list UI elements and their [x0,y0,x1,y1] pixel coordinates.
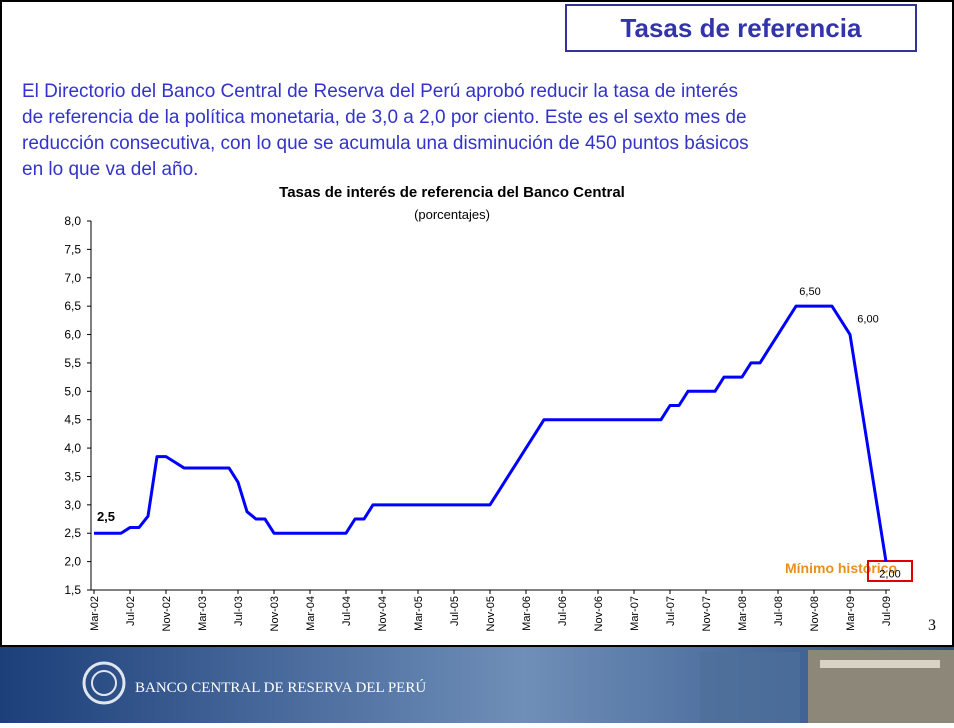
x-tick-label: Mar-02 [89,596,101,631]
photo-detail [820,660,940,668]
line-series [94,304,888,562]
slide-title: Tasas de referencia [621,13,862,43]
footer-text: BANCO CENTRAL DE RESERVA DEL PERÚ [135,679,426,696]
y-tick-label: 3,0 [64,498,81,512]
y-tick-label: 6,5 [64,299,81,313]
x-tick-label: Jul-09 [881,596,893,626]
y-tick-label: 7,5 [64,242,81,256]
y-tick-label: 5,5 [64,356,81,370]
y-tick-label: 2,5 [64,526,81,540]
paragraph-line: en lo que va del año. [22,159,198,180]
x-tick-label: Jul-06 [557,596,569,626]
title-box [565,4,917,52]
x-tick-label: Jul-03 [233,596,245,626]
x-tick-label: Nov-07 [701,596,713,631]
y-tick-label: 7,0 [64,271,81,285]
data-label: 6,50 [799,286,820,298]
x-tick-label: Nov-05 [485,596,497,631]
logo [82,661,126,705]
paragraph-line: de referencia de la política monetaria, … [22,107,747,128]
x-tick-label: Nov-03 [269,596,281,631]
x-tick-label: Jul-07 [665,596,677,626]
x-tick-label: Mar-03 [197,596,209,631]
x-tick-label: Jul-04 [341,596,353,626]
y-tick-label: 5,0 [64,384,81,398]
x-tick-label: Nov-04 [377,596,389,631]
x-tick-label: Jul-02 [125,596,137,626]
x-tick-label: Mar-09 [845,596,857,631]
photo [700,652,800,723]
x-tick-label: Nov-06 [593,596,605,631]
y-tick-label: 8,0 [64,214,81,228]
footer: BANCO CENTRAL DE RESERVA DEL PERÚ [0,647,954,723]
x-tick-label: Mar-07 [629,596,641,631]
paragraph: El Directorio del Banco Central de Reser… [22,81,749,180]
page-number: 3 [928,617,936,634]
chart-title: Tasas de interés de referencia del Banco… [279,184,625,201]
x-tick-label: Jul-05 [449,596,461,626]
data-label: 6,00 [857,314,878,326]
x-tick-label: Mar-05 [413,596,425,631]
x-tick-label: Nov-02 [161,596,173,631]
x-tick-label: Mar-06 [521,596,533,631]
y-tick-label: 6,0 [64,328,81,342]
label-box [867,560,913,582]
logo-inner [91,670,117,696]
data-label: 2,5 [97,509,115,524]
x-tick-label: Nov-08 [809,596,821,631]
x-tick-label: Mar-08 [737,596,749,631]
paragraph-line: reducción consecutiva, con lo que se acu… [22,133,749,154]
x-tick-label: Jul-08 [773,596,785,626]
y-tick-label: 4,0 [64,441,81,455]
chart-subtitle: (porcentajes) [414,207,490,222]
y-tick-label: 4,5 [64,413,81,427]
data-label: 2,00 [879,569,900,581]
slide-border [0,0,954,647]
y-tick-label: 2,0 [64,555,81,569]
x-tick-label: Mar-04 [305,596,317,631]
paragraph-line: El Directorio del Banco Central de Reser… [22,81,738,102]
y-tick-label: 1,5 [64,583,81,597]
y-tick-label: 3,5 [64,469,81,483]
